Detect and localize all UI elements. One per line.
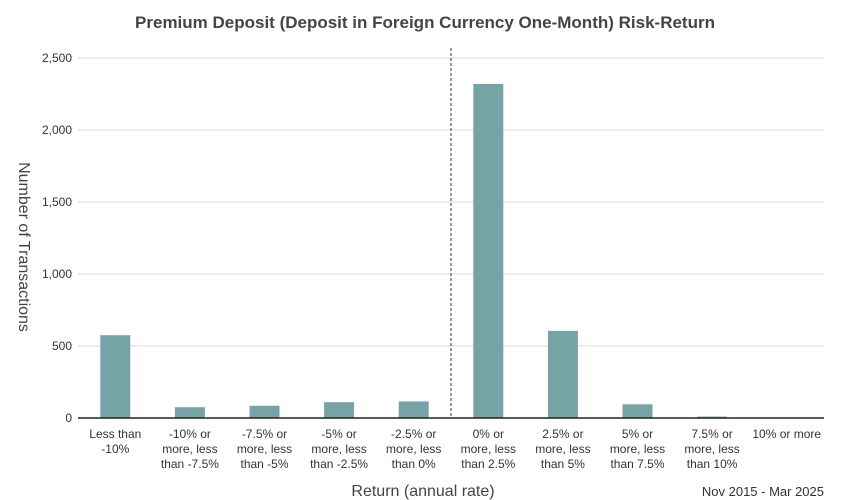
- chart-title: Premium Deposit (Deposit in Foreign Curr…: [135, 13, 715, 32]
- bar: [622, 404, 653, 418]
- date-range-note: Nov 2015 - Mar 2025: [702, 484, 824, 499]
- x-axis-label: Return (annual rate): [351, 483, 494, 500]
- x-tick-label: -7.5% or more, less than -5%: [237, 427, 292, 471]
- x-tick-label: 7.5% or more, less than 10%: [684, 427, 739, 471]
- y-tick-label: 2,000: [42, 123, 72, 137]
- y-axis-ticks: 0 500 1,000 1,500 2,000 2,500: [42, 51, 72, 425]
- x-tick-label: 2.5% or more, less than 5%: [535, 427, 590, 471]
- x-tick-label: -5% or more, less than -2.5%: [310, 427, 368, 471]
- bar: [398, 401, 429, 418]
- x-tick-label: 10% or more: [752, 427, 821, 441]
- bars: [100, 83, 728, 419]
- bar: [324, 402, 355, 418]
- x-tick-label: -10% or more, less than -7.5%: [161, 427, 219, 471]
- y-tick-label: 2,500: [42, 51, 72, 65]
- bar: [100, 335, 131, 418]
- bar: [249, 405, 280, 418]
- x-tick-label: 5% or more, less than 7.5%: [610, 427, 665, 471]
- x-tick-label: 0% or more, less than 2.5%: [461, 427, 516, 471]
- y-tick-label: 0: [65, 411, 72, 425]
- y-tick-label: 500: [52, 339, 72, 353]
- y-tick-label: 1,500: [42, 195, 72, 209]
- y-axis-label: Number of Transactions: [15, 162, 32, 332]
- y-tick-label: 1,000: [42, 267, 72, 281]
- bar: [473, 83, 504, 419]
- x-axis-categories: Less than -10% -10% or more, less than -7.5%…: [89, 427, 821, 471]
- x-tick-label: -2.5% or more, less than 0%: [386, 427, 441, 471]
- bar: [174, 407, 205, 418]
- bar: [547, 330, 578, 418]
- x-tick-label: Less than -10%: [89, 427, 141, 456]
- gridlines: [78, 48, 824, 418]
